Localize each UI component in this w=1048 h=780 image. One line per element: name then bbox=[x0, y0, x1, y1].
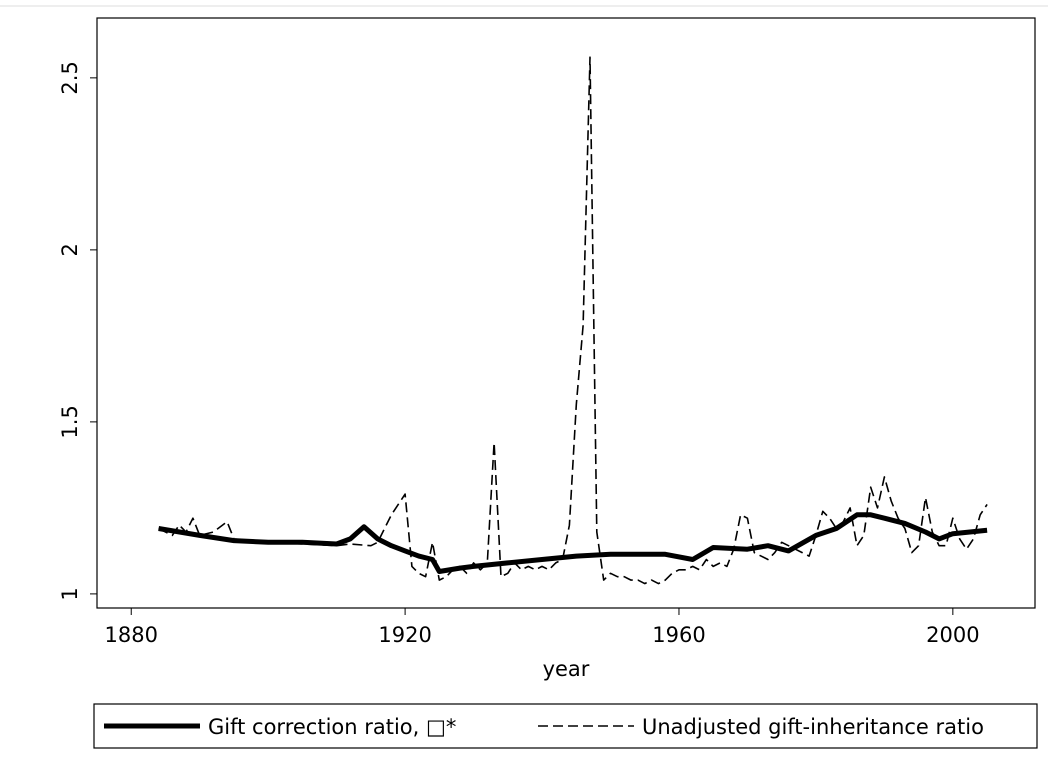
x-axis-label: year bbox=[543, 657, 590, 681]
data-line bbox=[158, 56, 988, 585]
y-tick-label: 2 bbox=[58, 243, 82, 256]
y-tick-label: 1 bbox=[58, 587, 82, 600]
y-tick-label: 1.5 bbox=[58, 405, 82, 438]
x-tick-label: 1920 bbox=[378, 623, 431, 647]
legend-label: Unadjusted gift-inheritance ratio bbox=[642, 715, 984, 739]
legend-label: Gift correction ratio, □* bbox=[208, 715, 456, 739]
y-tick-label: 2.5 bbox=[58, 61, 82, 94]
x-tick-label: 1960 bbox=[652, 623, 705, 647]
data-line bbox=[158, 512, 988, 574]
x-tick-label: 2000 bbox=[926, 623, 979, 647]
plot-frame bbox=[96, 17, 1036, 609]
legend-box bbox=[93, 703, 1038, 749]
x-tick-label: 1880 bbox=[105, 623, 158, 647]
